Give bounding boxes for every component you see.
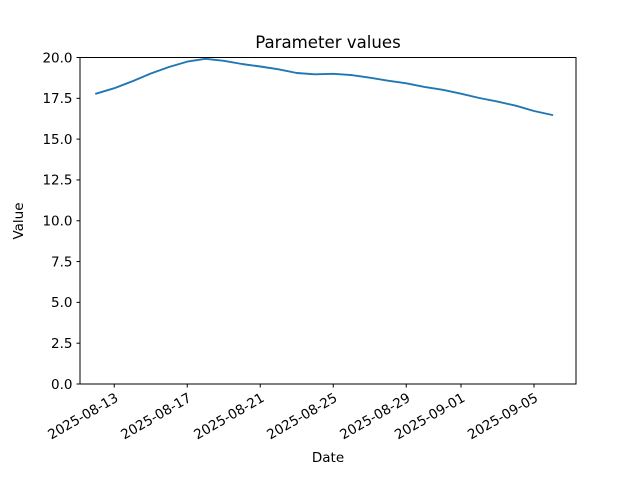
x-tick-label: 2025-08-25 — [264, 390, 340, 443]
y-tick-label: 10.0 — [42, 214, 72, 230]
y-axis-label: Value — [11, 202, 27, 239]
y-tick-label: 12.5 — [42, 173, 72, 189]
y-tick-label: 0.0 — [51, 377, 72, 393]
x-tick-label: 2025-08-17 — [118, 390, 194, 443]
y-tick-label: 2.5 — [51, 336, 72, 352]
x-tick-label: 2025-09-05 — [465, 390, 541, 443]
x-axis-label: Date — [312, 450, 344, 466]
y-tick-label: 17.5 — [42, 91, 72, 107]
x-tick-label: 2025-08-21 — [191, 390, 267, 443]
series-line — [95, 57, 554, 116]
y-tick-label: 7.5 — [51, 254, 72, 270]
x-tick-label: 2025-08-13 — [45, 390, 121, 443]
y-tick-label: 20.0 — [42, 50, 72, 66]
plot-area: 0.0 2.5 5.0 7.5 10.0 12.5 15.0 17.5 20.0 2025-08-… — [42, 50, 577, 443]
y-tick-label: 5.0 — [51, 295, 72, 311]
axes-frame — [79, 57, 577, 385]
chart-title: Parameter values — [255, 33, 401, 52]
y-tick-label: 15.0 — [42, 132, 72, 148]
